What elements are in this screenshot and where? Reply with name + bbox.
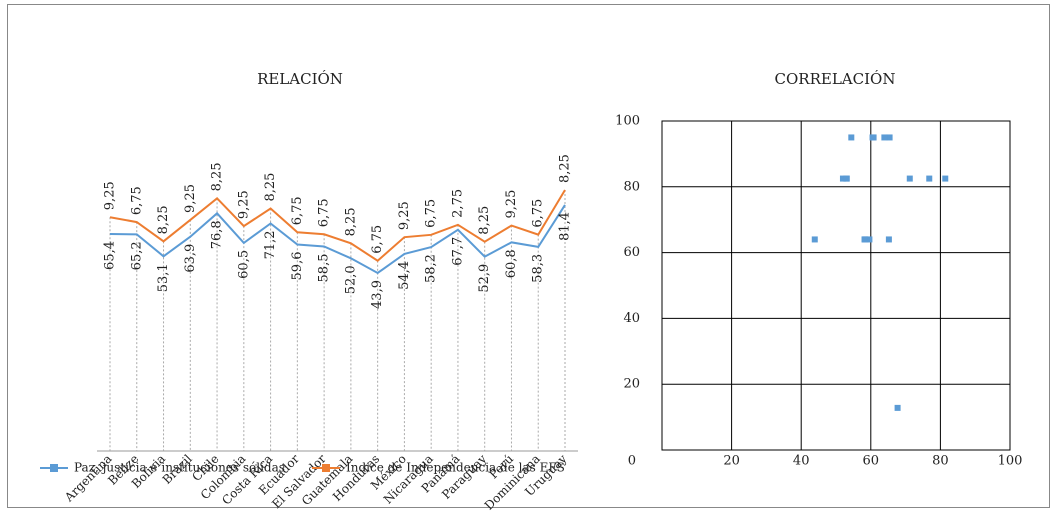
point [906,175,913,182]
x-tick-label: 80 [932,454,949,469]
data-label: 67,7 [450,237,465,266]
data-label: 9,25 [397,201,412,230]
data-label: 71,2 [263,230,278,259]
y-tick-label: 80 [623,179,640,194]
data-label: 6,75 [424,199,439,228]
data-label: 6,75 [370,225,385,254]
data-label: 8,25 [558,154,573,183]
data-label: 53,1 [156,263,171,292]
point [848,134,855,141]
data-label: 65,4 [103,241,118,270]
data-label: 65,2 [129,241,144,270]
data-label: 9,25 [236,190,251,219]
point [843,175,850,182]
x-tick-label: 100 [998,454,1023,469]
point [886,134,893,141]
y-tick-label: 40 [623,311,640,326]
point [866,236,873,243]
x-tick-label: 40 [793,454,810,469]
plot-frame [661,120,1011,451]
data-label: 8,25 [477,206,492,235]
data-label: 9,25 [183,184,198,213]
data-label: 60,5 [236,250,251,279]
chart-title: CORRELACIÓN [775,70,896,88]
chart-title: RELACIÓN [257,70,343,88]
legend-marker [322,464,330,472]
data-label: 6,75 [290,196,305,225]
point [839,175,846,182]
point [870,134,877,141]
data-label: 58,3 [531,254,546,283]
data-label: 6,75 [531,199,546,228]
data-label: 8,25 [263,173,278,202]
legend-label: Indice de Independencia de las EFS [346,461,565,475]
y-tick-label: 100 [615,114,640,129]
point [942,175,949,182]
y-tick-label: 0 [628,454,636,469]
data-label: 60,8 [504,249,519,278]
data-label: 6,75 [317,198,332,227]
data-label: 81,4 [558,212,573,241]
series-line [109,189,566,263]
data-label: 9,25 [103,181,118,210]
data-label: 2,75 [450,189,465,218]
point [894,404,901,411]
data-label: 8,25 [343,207,358,236]
data-label: 43,9 [370,280,385,309]
data-label: 8,25 [210,162,225,191]
point [861,236,868,243]
legend-marker [50,464,58,472]
point [881,134,888,141]
data-label: 52,9 [477,264,492,293]
data-label: 6,75 [129,186,144,215]
data-label: 52,0 [343,265,358,294]
x-tick-label: 20 [723,454,740,469]
data-label: 76,8 [210,220,225,249]
data-label: 58,2 [424,254,439,283]
point [811,236,818,243]
legend-label: Paz, justicia e instítuciones sólidas [74,461,285,475]
y-tick-label: 20 [623,377,640,392]
data-label: 54,4 [397,261,412,290]
data-label: 59,6 [290,252,305,281]
data-label: 58,5 [317,254,332,283]
frame [7,4,1050,508]
series-line [109,204,566,275]
data-label: 63,9 [183,244,198,273]
point [885,236,892,243]
point [926,175,933,182]
data-label: 8,25 [156,205,171,234]
x-tick-label: 60 [863,454,880,469]
data-label: 9,25 [504,190,519,219]
y-tick-label: 60 [623,245,640,260]
